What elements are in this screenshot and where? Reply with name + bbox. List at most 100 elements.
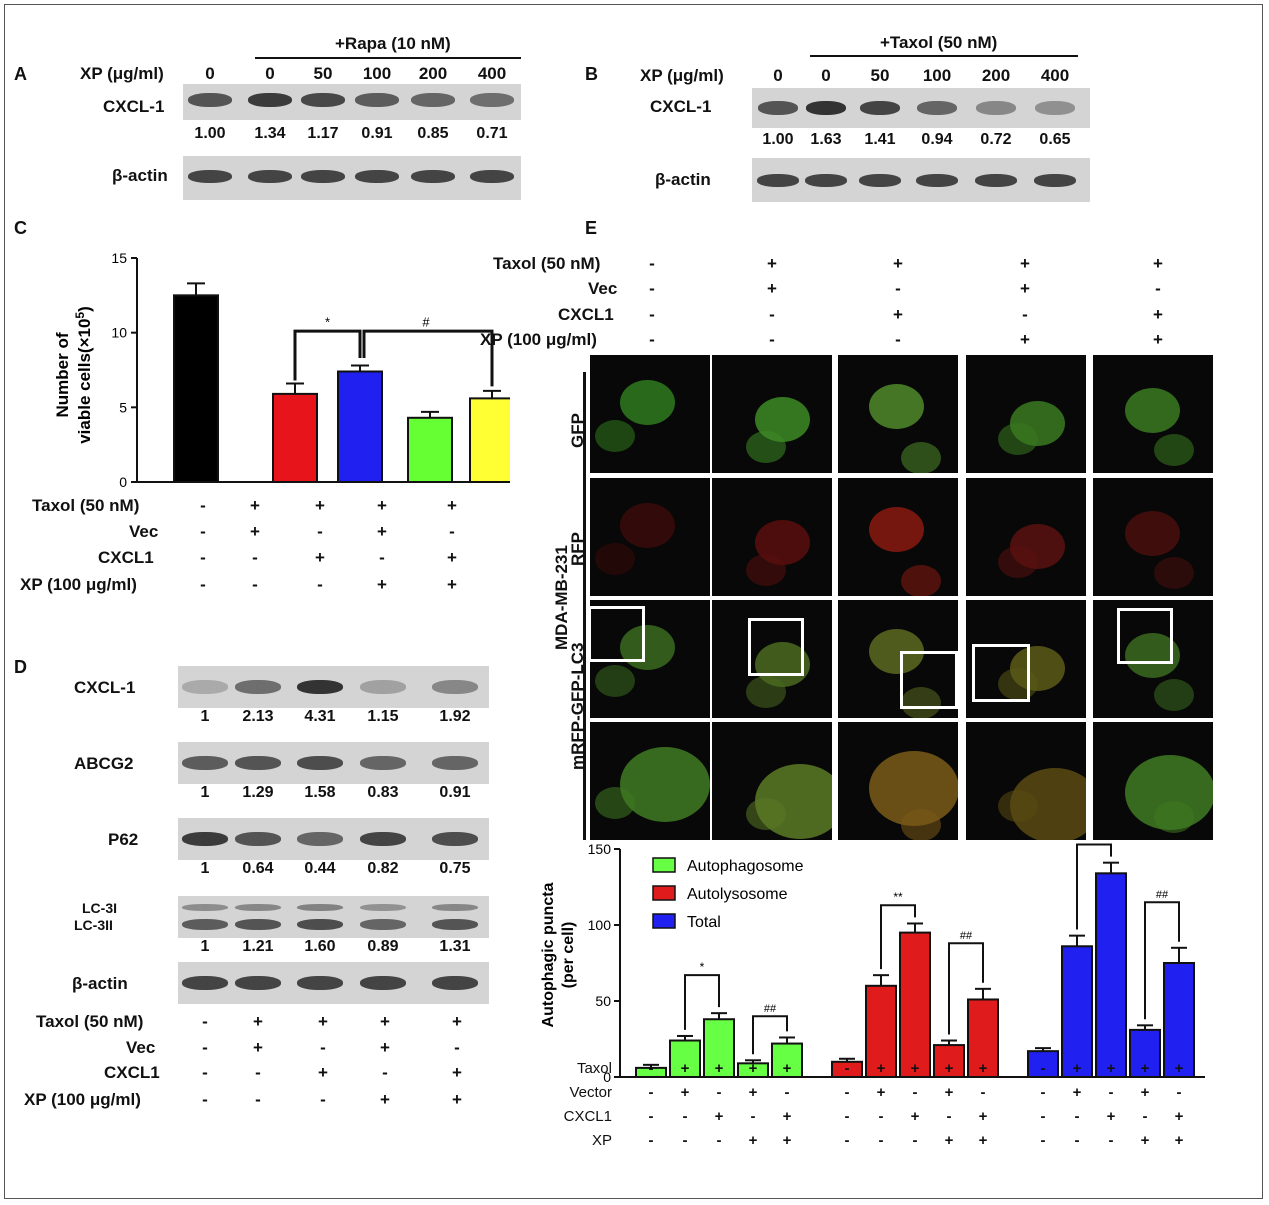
panel-e-row-rfp: RFP <box>568 532 587 566</box>
panel-c-ylabel-1: Number of <box>53 332 72 417</box>
panel-e-cell <box>1125 511 1180 556</box>
panel-e-row-sign-0-11: + <box>1072 1060 1082 1077</box>
panel-e-cell <box>901 687 941 718</box>
panel-d-band <box>182 832 228 846</box>
panel-a-cxcl1-label: CXCL-1 <box>103 97 165 116</box>
panel-e-zoom-box <box>1117 608 1173 664</box>
panel-e-bar-0-4 <box>771 1042 803 1078</box>
panel-e-micrograph <box>966 722 1086 840</box>
panel-e-row-sign-1-6: + <box>876 1084 886 1101</box>
panel-d-band <box>432 919 478 930</box>
panel-a-actin-band <box>355 170 399 183</box>
panel-d-band <box>360 680 406 694</box>
panel-c-vec-sign-3: + <box>377 522 387 541</box>
panel-e-ytick-label: 50 <box>595 993 611 1009</box>
panel-e-taxol-label: Taxol (50 nM) <box>493 254 601 273</box>
panel-e-ytick-label: 150 <box>588 841 612 857</box>
panel-e-sig-1-a: ** <box>893 890 903 904</box>
panel-e-cell <box>869 384 924 429</box>
panel-c-ytick-label: 15 <box>111 250 127 266</box>
panel-c-cxcl1-sign-4: + <box>447 548 457 567</box>
panel-e-row-sign-2-4: + <box>782 1108 792 1125</box>
panel-e-row-sign-0-4: + <box>782 1060 792 1077</box>
panel-d-taxol-sign-2: + <box>318 1012 328 1031</box>
panel-b-cxcl1-band <box>806 101 846 115</box>
panel-e-row-sign-3-12: - <box>1108 1132 1114 1149</box>
panel-d-band <box>182 756 228 770</box>
panel-b-actin-band <box>975 174 1017 187</box>
panel-b-dose-4: 200 <box>981 66 1011 85</box>
panel-e-cell <box>1154 801 1194 833</box>
panel-a-actin-band <box>470 170 514 183</box>
panel-d-band <box>432 756 478 770</box>
panel-e-row-sign-1-0: - <box>648 1084 654 1101</box>
panel-e-micrograph <box>838 478 958 596</box>
panel-c-chart: 0 5 10 15 Number of viable cells(×105) * # <box>53 250 510 490</box>
panel-e-micrograph <box>712 722 832 840</box>
panel-d-taxol-sign-4: + <box>452 1012 462 1031</box>
panel-c-ytick-label: 0 <box>119 474 127 490</box>
panel-c-bar-0 <box>173 294 219 484</box>
panel-e-cell <box>998 668 1038 700</box>
panel-e-bar-0-0 <box>635 1066 667 1079</box>
figure-frame <box>4 4 1263 1199</box>
panel-e-sig-bracket <box>1076 843 1112 930</box>
panel-d-value-3-0: 1 <box>200 938 210 955</box>
panel-e-row-sign-3-13: + <box>1140 1132 1150 1149</box>
panel-e-bar-2-1 <box>1061 945 1093 1078</box>
panel-e-micrograph <box>712 478 832 596</box>
panel-d-vec-sign-4: - <box>454 1038 460 1057</box>
panel-b-actin-band <box>916 174 958 187</box>
panel-e-row-sign-0-7: + <box>910 1060 920 1077</box>
panel-e-micrograph <box>1093 478 1213 596</box>
panel-e-legend-swatch-2 <box>652 913 676 929</box>
panel-e-bar-1-2 <box>899 931 931 1078</box>
panel-e-micrograph <box>838 600 958 718</box>
panel-e-chart: 0 50 100 150 Autophagic puncta (per cell) * ## A… <box>540 840 1205 1085</box>
panel-e-row-sign-1-14: - <box>1176 1084 1182 1101</box>
panel-d-taxol-sign-1: + <box>253 1012 263 1031</box>
panel-e-row-sign-0-10: - <box>1040 1060 1046 1077</box>
panel-b-cxcl1-band <box>758 101 798 115</box>
panel-e-row-sign-3-1: - <box>682 1132 688 1149</box>
panel-e-vec-sign-1: + <box>767 279 777 298</box>
panel-e-row-sign-0-2: + <box>714 1060 724 1077</box>
panel-e-row-sign-1-3: + <box>748 1084 758 1101</box>
panel-d-xp-sign-3: + <box>380 1090 390 1109</box>
panel-label-b: B <box>585 64 598 84</box>
panel-e-sig-2-a: ** <box>1089 840 1099 843</box>
panel-e-sig-2-b: ## <box>1156 889 1169 901</box>
panel-c-taxol-sign-4: + <box>447 496 457 515</box>
panel-d-band <box>360 904 406 911</box>
panel-e-zoom-box <box>748 618 804 676</box>
panel-d-cxcl1-sign-3: - <box>382 1063 388 1082</box>
panel-c-vec-sign-1: + <box>250 522 260 541</box>
panel-e-bar-1-4 <box>967 998 999 1078</box>
panel-d-xp-sign-0: - <box>202 1090 208 1109</box>
panel-e-cell <box>746 431 786 463</box>
panel-c-xp-sign-2: - <box>317 575 323 594</box>
panel-b-actin-band <box>757 174 799 187</box>
panel-e-legend-swatch-0 <box>652 857 676 873</box>
panel-e-cell <box>1154 679 1194 711</box>
panel-e-vec-sign-3: + <box>1020 279 1030 298</box>
panel-e-cxcl1-sign-1: - <box>769 305 775 324</box>
panel-e-bar-1-1 <box>865 984 897 1078</box>
panel-e-micrograph <box>838 722 958 840</box>
panel-e-micrograph <box>590 722 710 840</box>
panel-d-xp-label: XP (100 μg/ml) <box>24 1090 141 1109</box>
panel-e-row-sign-2-1: - <box>682 1108 688 1125</box>
panel-e-row-sign-2-5: - <box>844 1108 850 1125</box>
panel-e-cell <box>901 809 941 840</box>
panel-d-band <box>360 832 406 846</box>
panel-e-row-sign-3-10: - <box>1040 1132 1046 1149</box>
panel-e-vec-sign-0: - <box>649 279 655 298</box>
panel-e-micrograph <box>838 355 958 473</box>
panel-e-row-sign-3-8: + <box>944 1132 954 1149</box>
panel-c-ytick-label: 10 <box>111 325 127 341</box>
panel-e-bar-2-2 <box>1095 872 1127 1078</box>
panel-a-cxcl1-band <box>411 93 455 107</box>
panel-b-value-1: 1.63 <box>810 131 842 148</box>
panel-a-value-4: 0.85 <box>417 125 449 142</box>
panel-d-band <box>297 904 343 911</box>
